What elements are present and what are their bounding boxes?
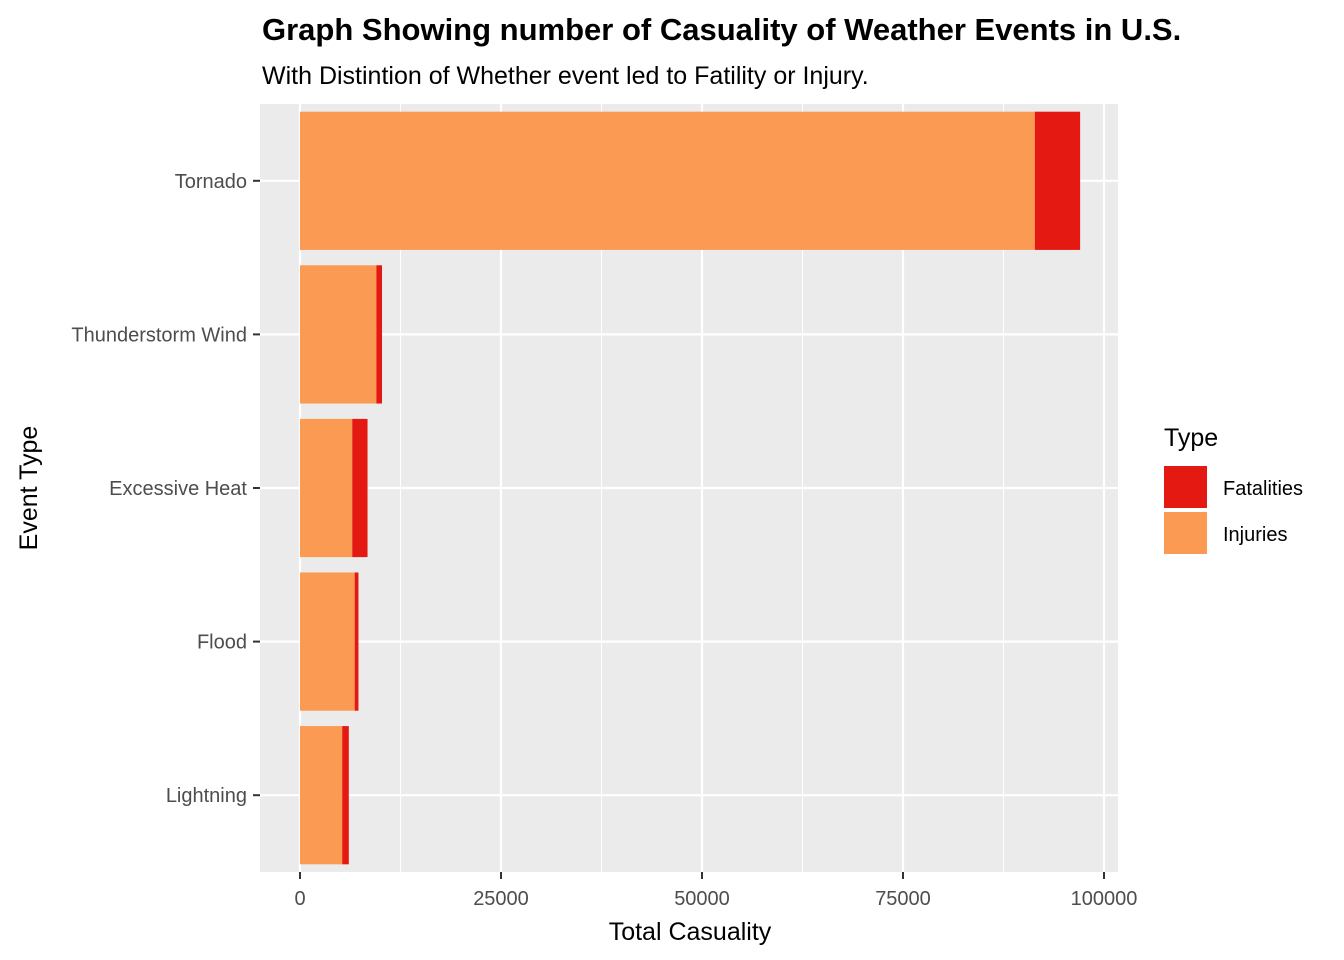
x-tick-label: 100000 [1071,888,1138,910]
bar-fatalities [342,726,349,865]
x-tick-label: 0 [294,888,305,910]
x-tick-label: 25000 [473,888,529,910]
legend-label: Fatalities [1223,478,1303,500]
chart-subtitle: With Distintion of Whether event led to … [262,62,869,90]
y-axis: Tornado Thunderstorm Wind Excessive Heat Fl… [71,171,260,807]
y-tick-label: Lightning [166,785,247,807]
x-axis: 0 25000 50000 75000 100000 [294,872,1137,910]
bar-injuries [300,572,355,711]
bar-injuries [300,418,353,558]
bar-fatalities [1034,111,1081,250]
x-axis-title: Total Casuality [609,918,772,946]
y-tick-label: Excessive Heat [109,478,247,500]
bar-fatalities [352,418,368,558]
x-tick-label: 75000 [875,888,931,910]
bar-injuries [300,726,343,865]
bar-injuries [300,265,377,404]
bars [300,111,1081,865]
x-tick-label: 50000 [674,888,730,910]
y-tick-label: Flood [197,632,247,654]
legend-label: Injuries [1223,524,1287,546]
bar-fatalities [354,572,359,711]
bar-injuries [300,111,1035,250]
y-tick-label: Thunderstorm Wind [71,324,247,346]
legend-title: Type [1164,424,1218,452]
legend-swatch [1164,466,1207,508]
legend: Type Fatalities Injuries [1164,424,1303,554]
y-axis-title: Event Type [15,426,43,551]
bar-fatalities [376,265,383,404]
y-tick-label: Tornado [175,171,247,193]
chart-title: Graph Showing number of Casuality of Wea… [262,12,1181,47]
legend-swatch [1164,512,1207,554]
